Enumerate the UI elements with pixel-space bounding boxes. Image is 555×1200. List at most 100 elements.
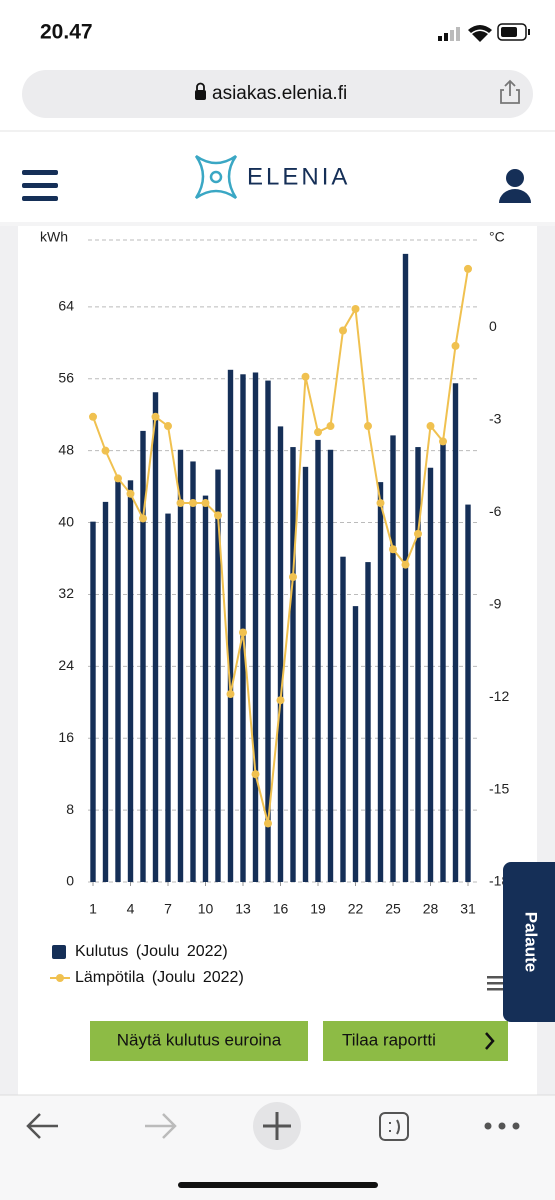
point [364,422,372,431]
header-shadow [0,222,555,226]
tabs-icon [389,1119,400,1135]
y-tick-label: 64 [58,298,74,314]
bar [465,504,471,882]
url-bar[interactable] [22,70,533,118]
x-tick-label: 22 [348,901,364,917]
point [214,511,222,520]
x-tick-label: 4 [127,901,135,917]
bar [365,562,371,882]
point [289,572,297,581]
point [114,474,122,483]
forward-button[interactable] [145,1113,177,1139]
bar [115,480,121,882]
point [151,412,160,421]
bar [190,461,196,882]
point [401,560,410,569]
point [226,690,235,699]
bar [140,430,146,882]
bar [240,374,246,882]
bar [290,447,296,882]
button[interactable] [90,1021,308,1061]
chart-menu-icon[interactable] [487,976,505,991]
bar [102,501,109,882]
x-tick-label: 31 [460,901,476,917]
feedback-label: Palaute [522,912,541,972]
bar [440,440,446,882]
bar [315,439,321,882]
x-tick-label: 10 [198,901,214,917]
point [239,628,247,637]
tabs-button[interactable] [379,1112,409,1141]
bar [390,435,396,882]
legend-swatch [52,945,66,959]
legend-label: Kulutus (Joulu 2022) [75,943,228,960]
logo-mark [194,154,238,200]
y-tick-label: 48 [58,441,74,457]
status-icons [438,23,530,42]
y2-tick-label: -12 [489,688,509,704]
point [89,412,97,421]
x-tick-label: 19 [310,901,326,917]
y-tick-label: 32 [58,585,74,601]
plus-icon [263,1112,291,1140]
url: asiakas.elenia.fi [212,83,347,104]
point [439,437,447,446]
point [276,696,285,705]
bar [352,606,359,882]
x-tick-label: 25 [385,901,401,917]
y2-tick-label: -9 [489,595,502,611]
status-time: 20.47 [40,21,93,44]
button[interactable] [323,1021,508,1061]
bar [327,449,334,882]
legend-label: Lämpötila (Joulu 2022) [75,969,244,986]
bar [165,513,171,882]
bar [277,426,284,882]
y2-tick-label: -15 [489,780,509,796]
bar [377,482,384,882]
point [139,514,147,523]
chevron [485,1032,495,1050]
bar [252,372,259,882]
point [351,304,360,313]
legend-swatch [56,974,64,982]
y-tick-label: 0 [66,873,74,889]
y2-tick-label: 0 [489,318,497,334]
point [264,819,272,828]
menu-icon[interactable] [22,170,58,201]
bar [127,480,134,882]
home-indicator [178,1182,378,1188]
point [301,372,310,381]
logo-text: ELENIA [247,163,350,190]
bar [227,369,234,883]
point [389,545,397,554]
point [251,770,260,779]
button-label: Näytä kulutus euroina [117,1030,282,1049]
y-tick-label: 16 [58,729,74,745]
point [426,422,435,431]
y2-tick-label: -6 [489,503,502,519]
point [189,499,197,508]
point [101,446,110,455]
feedback-tab[interactable] [503,862,555,1022]
more-button[interactable] [484,1122,520,1130]
bar [415,447,421,882]
back-button[interactable] [26,1113,58,1139]
point [164,422,172,431]
point [314,428,322,437]
bar [427,467,434,882]
share-icon[interactable] [500,79,520,104]
y-tick-label: 8 [66,801,74,817]
bar [202,495,209,882]
x-tick-label: 28 [423,901,439,917]
point [326,422,335,431]
y2-tick-label: -3 [489,411,502,427]
account-icon[interactable] [499,169,531,203]
y2-axis-label: °C [489,229,505,245]
point [339,326,347,335]
point [126,489,135,498]
bar [152,392,159,882]
x-tick-label: 7 [164,901,172,917]
